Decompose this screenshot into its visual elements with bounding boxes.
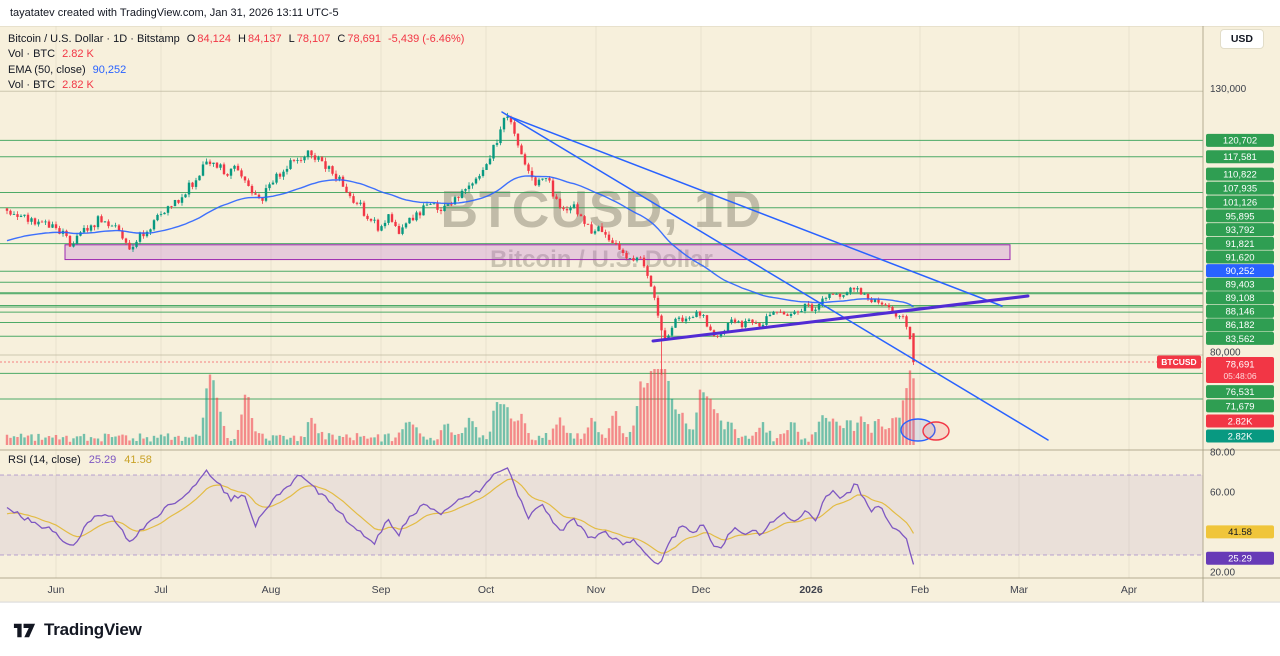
close-label: C [337, 32, 346, 45]
svg-text:83,562: 83,562 [1225, 334, 1254, 345]
grid-layer [0, 26, 1203, 578]
low-label: L [288, 32, 295, 45]
rsi-pane-layer [0, 467, 1203, 565]
svg-text:80,000: 80,000 [1210, 348, 1241, 359]
svg-text:Feb: Feb [911, 584, 929, 596]
svg-text:86,182: 86,182 [1225, 320, 1254, 331]
svg-text:Oct: Oct [478, 584, 494, 596]
svg-text:91,620: 91,620 [1225, 252, 1254, 263]
rectangle-drawing-layer [64, 244, 1011, 261]
svg-text:88,146: 88,146 [1225, 307, 1254, 318]
svg-text:Mar: Mar [1010, 584, 1029, 596]
chart-legend: Bitcoin / U.S. Dollar · 1D · Bitstamp O … [8, 31, 464, 93]
svg-text:90,252: 90,252 [1225, 266, 1254, 277]
change-value: -5,439 (-6.46%) [388, 32, 465, 45]
volume2-label: Vol · BTC [8, 79, 56, 92]
svg-text:93,792: 93,792 [1225, 225, 1254, 236]
rsi-legend-row[interactable]: RSI (14, close) 25.29 41.58 [8, 454, 152, 466]
symbol-legend-row[interactable]: Bitcoin / U.S. Dollar · 1D · Bitstamp O … [8, 31, 464, 47]
chart-background [0, 26, 1280, 602]
trendlines-layer [501, 111, 1049, 442]
svg-text:2.82K: 2.82K [1228, 416, 1253, 427]
svg-text:71,679: 71,679 [1225, 401, 1254, 412]
svg-text:Jun: Jun [48, 584, 65, 596]
svg-text:BTCUSD: BTCUSD [1161, 357, 1196, 367]
currency-toggle-button[interactable]: USD [1219, 29, 1264, 49]
svg-text:80.00: 80.00 [1210, 448, 1235, 459]
volume-layer [5, 369, 915, 445]
svg-text:89,108: 89,108 [1225, 293, 1254, 304]
rsi-value: 25.29 [88, 454, 117, 466]
rsi-ma-value: 41.58 [124, 454, 152, 466]
svg-text:89,403: 89,403 [1225, 280, 1254, 291]
svg-text:130,000: 130,000 [1210, 84, 1247, 95]
svg-text:25.29: 25.29 [1228, 554, 1252, 565]
low-value: 78,107 [296, 32, 331, 45]
svg-text:Sep: Sep [372, 584, 391, 596]
ema-value: 90,252 [92, 63, 127, 76]
svg-text:Jul: Jul [154, 584, 167, 596]
svg-text:Nov: Nov [587, 584, 606, 596]
rsi-label: RSI (14, close) [8, 454, 81, 466]
high-value: 84,137 [247, 32, 282, 45]
svg-text:20.00: 20.00 [1210, 568, 1235, 579]
close-value: 78,691 [347, 32, 381, 45]
axis-labels-layer: 130,000 80,000 120,702 117,581 110,822 107,93… [48, 84, 1274, 596]
open-value: 84,124 [197, 32, 231, 45]
volume2-value: 2.82 K [62, 79, 94, 92]
svg-text:Aug: Aug [262, 584, 281, 596]
svg-text:Apr: Apr [1121, 584, 1138, 596]
svg-text:107,935: 107,935 [1223, 183, 1257, 194]
volume-legend-row[interactable]: Vol · BTC 2.82 K [8, 47, 464, 63]
svg-text:101,126: 101,126 [1223, 197, 1257, 208]
price-levels-layer [0, 139, 1203, 400]
svg-text:78,691: 78,691 [1225, 359, 1254, 370]
high-label: H [238, 32, 246, 45]
svg-text:95,895: 95,895 [1225, 211, 1254, 222]
volume2-legend-row[interactable]: Vol · BTC 2.82 K [8, 78, 464, 94]
svg-text:91,821: 91,821 [1225, 239, 1254, 250]
symbol-title: Bitcoin / U.S. Dollar · 1D · Bitstamp [8, 32, 180, 45]
svg-text:110,822: 110,822 [1223, 169, 1257, 180]
volume-label: Vol · BTC [8, 48, 56, 61]
tradingview-brand-text[interactable]: TradingView [44, 619, 142, 639]
svg-text:76,531: 76,531 [1225, 387, 1254, 398]
svg-text:41.58: 41.58 [1228, 527, 1252, 538]
attribution-bar: tayatatev created with TradingView.com, … [0, 0, 1280, 26]
svg-text:60.00: 60.00 [1210, 488, 1235, 499]
svg-text:2026: 2026 [799, 584, 823, 596]
ema-legend-row[interactable]: EMA (50, close) 90,252 [8, 62, 464, 78]
tradingview-logo-icon[interactable] [12, 617, 37, 642]
volume-value: 2.82 K [62, 48, 94, 61]
footer-bar: TradingView [0, 602, 1280, 656]
svg-text:05:48:06: 05:48:06 [1223, 371, 1256, 381]
svg-text:120,702: 120,702 [1223, 136, 1257, 147]
candles-layer [5, 112, 915, 375]
svg-text:Dec: Dec [692, 584, 711, 596]
svg-text:117,581: 117,581 [1223, 152, 1257, 163]
svg-text:2.82K: 2.82K [1228, 431, 1253, 442]
attribution-text: tayatatev created with TradingView.com, … [10, 7, 339, 19]
ema-label: EMA (50, close) [8, 63, 86, 76]
open-label: O [186, 32, 196, 45]
ema-line-layer [6, 175, 914, 308]
